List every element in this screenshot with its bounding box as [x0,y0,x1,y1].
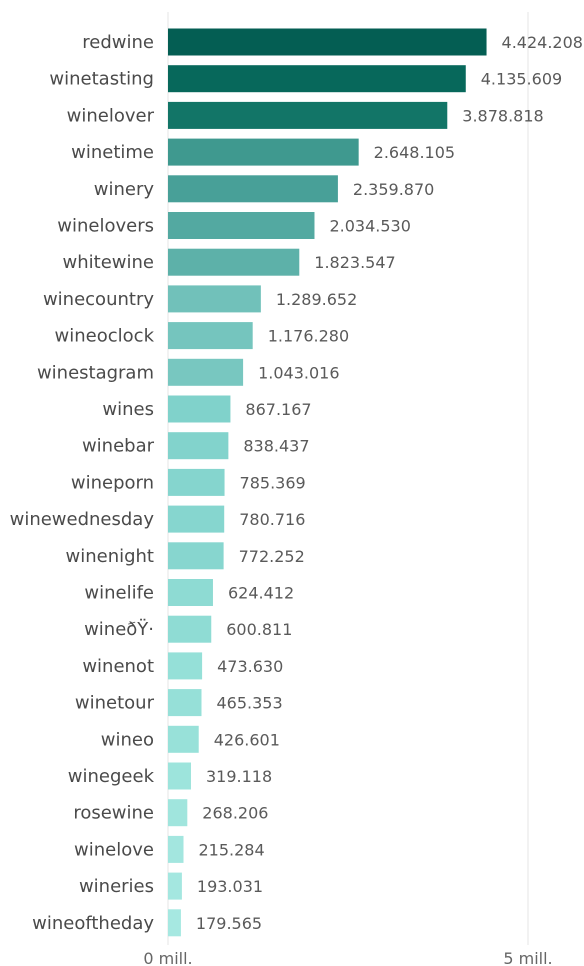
bar-11[interactable] [168,432,229,460]
value-label-22: 215.284 [199,840,265,859]
category-label-0: redwine [82,32,154,53]
bar-2[interactable] [168,101,448,129]
value-label-17: 473.630 [217,657,283,676]
bar-18[interactable] [168,689,202,717]
bar-15[interactable] [168,579,213,606]
category-label-7: winecountry [43,289,154,310]
bar-4[interactable] [168,175,338,203]
bar-7[interactable] [168,285,261,313]
x-tick-label-0: 0 mill. [143,949,192,966]
bar-16[interactable] [168,615,212,643]
category-label-10: wines [102,399,154,420]
x-tick-label-1: 5 mill. [503,949,552,966]
value-label-4: 2.359.870 [353,180,434,199]
bar-13[interactable] [168,505,225,533]
bar-10[interactable] [168,395,231,423]
value-label-6: 1.823.547 [314,253,395,272]
category-label-16: wineðŸ· [84,619,154,640]
value-label-14: 772.252 [239,547,305,566]
category-label-24: wineoftheday [32,913,154,934]
value-label-18: 465.353 [217,694,283,713]
category-label-6: whitewine [63,252,154,273]
category-label-15: winelife [84,583,154,604]
category-label-4: winery [94,179,155,200]
value-label-11: 838.437 [243,437,309,456]
bar-14[interactable] [168,542,224,570]
value-label-3: 2.648.105 [374,143,455,162]
value-label-2: 3.878.818 [462,106,543,125]
value-label-8: 1.176.280 [268,327,349,346]
category-label-3: winetime [71,142,154,163]
category-label-11: winebar [82,436,155,457]
category-label-2: winelover [67,105,155,126]
bar-22[interactable] [168,835,184,863]
bar-1[interactable] [168,65,466,93]
value-label-19: 426.601 [214,730,280,749]
value-label-0: 4.424.208 [502,33,583,52]
value-label-10: 867.167 [245,400,311,419]
bar-21[interactable] [168,799,188,827]
value-label-23: 193.031 [197,877,263,896]
category-label-1: winetasting [49,69,154,90]
category-label-14: winenight [65,546,154,567]
value-label-20: 319.118 [206,767,272,786]
bar-8[interactable] [168,322,253,350]
value-label-15: 624.412 [228,584,294,603]
category-label-23: wineries [79,876,154,897]
category-label-22: winelove [74,839,154,860]
category-label-18: winetour [75,693,155,714]
bar-12[interactable] [168,468,225,496]
value-label-13: 780.716 [239,510,305,529]
bar-3[interactable] [168,138,359,166]
category-label-5: winelovers [57,216,154,237]
bar-19[interactable] [168,725,199,753]
value-label-5: 2.034.530 [329,217,410,236]
bar-5[interactable] [168,212,315,239]
value-label-1: 4.135.609 [481,70,562,89]
category-label-13: winewednesday [10,509,155,530]
value-label-16: 600.811 [226,620,292,639]
bar-9[interactable] [168,358,244,386]
category-label-20: winegeek [68,766,155,787]
bar-0[interactable] [168,28,487,56]
bar-6[interactable] [168,248,300,276]
value-label-9: 1.043.016 [258,363,339,382]
value-label-21: 268.206 [202,804,268,823]
value-label-12: 785.369 [240,473,306,492]
value-label-24: 179.565 [196,914,262,933]
category-label-8: wineoclock [55,326,155,347]
bar-20[interactable] [168,762,191,790]
bar-23[interactable] [168,872,182,900]
value-label-7: 1.289.652 [276,290,357,309]
bar-17[interactable] [168,652,203,680]
category-label-9: winestagram [37,362,154,383]
bar-24[interactable] [168,909,181,937]
category-label-21: rosewine [73,803,154,824]
category-label-19: wineo [101,729,154,750]
category-label-12: wineporn [71,472,154,493]
category-label-17: winenot [82,656,154,677]
